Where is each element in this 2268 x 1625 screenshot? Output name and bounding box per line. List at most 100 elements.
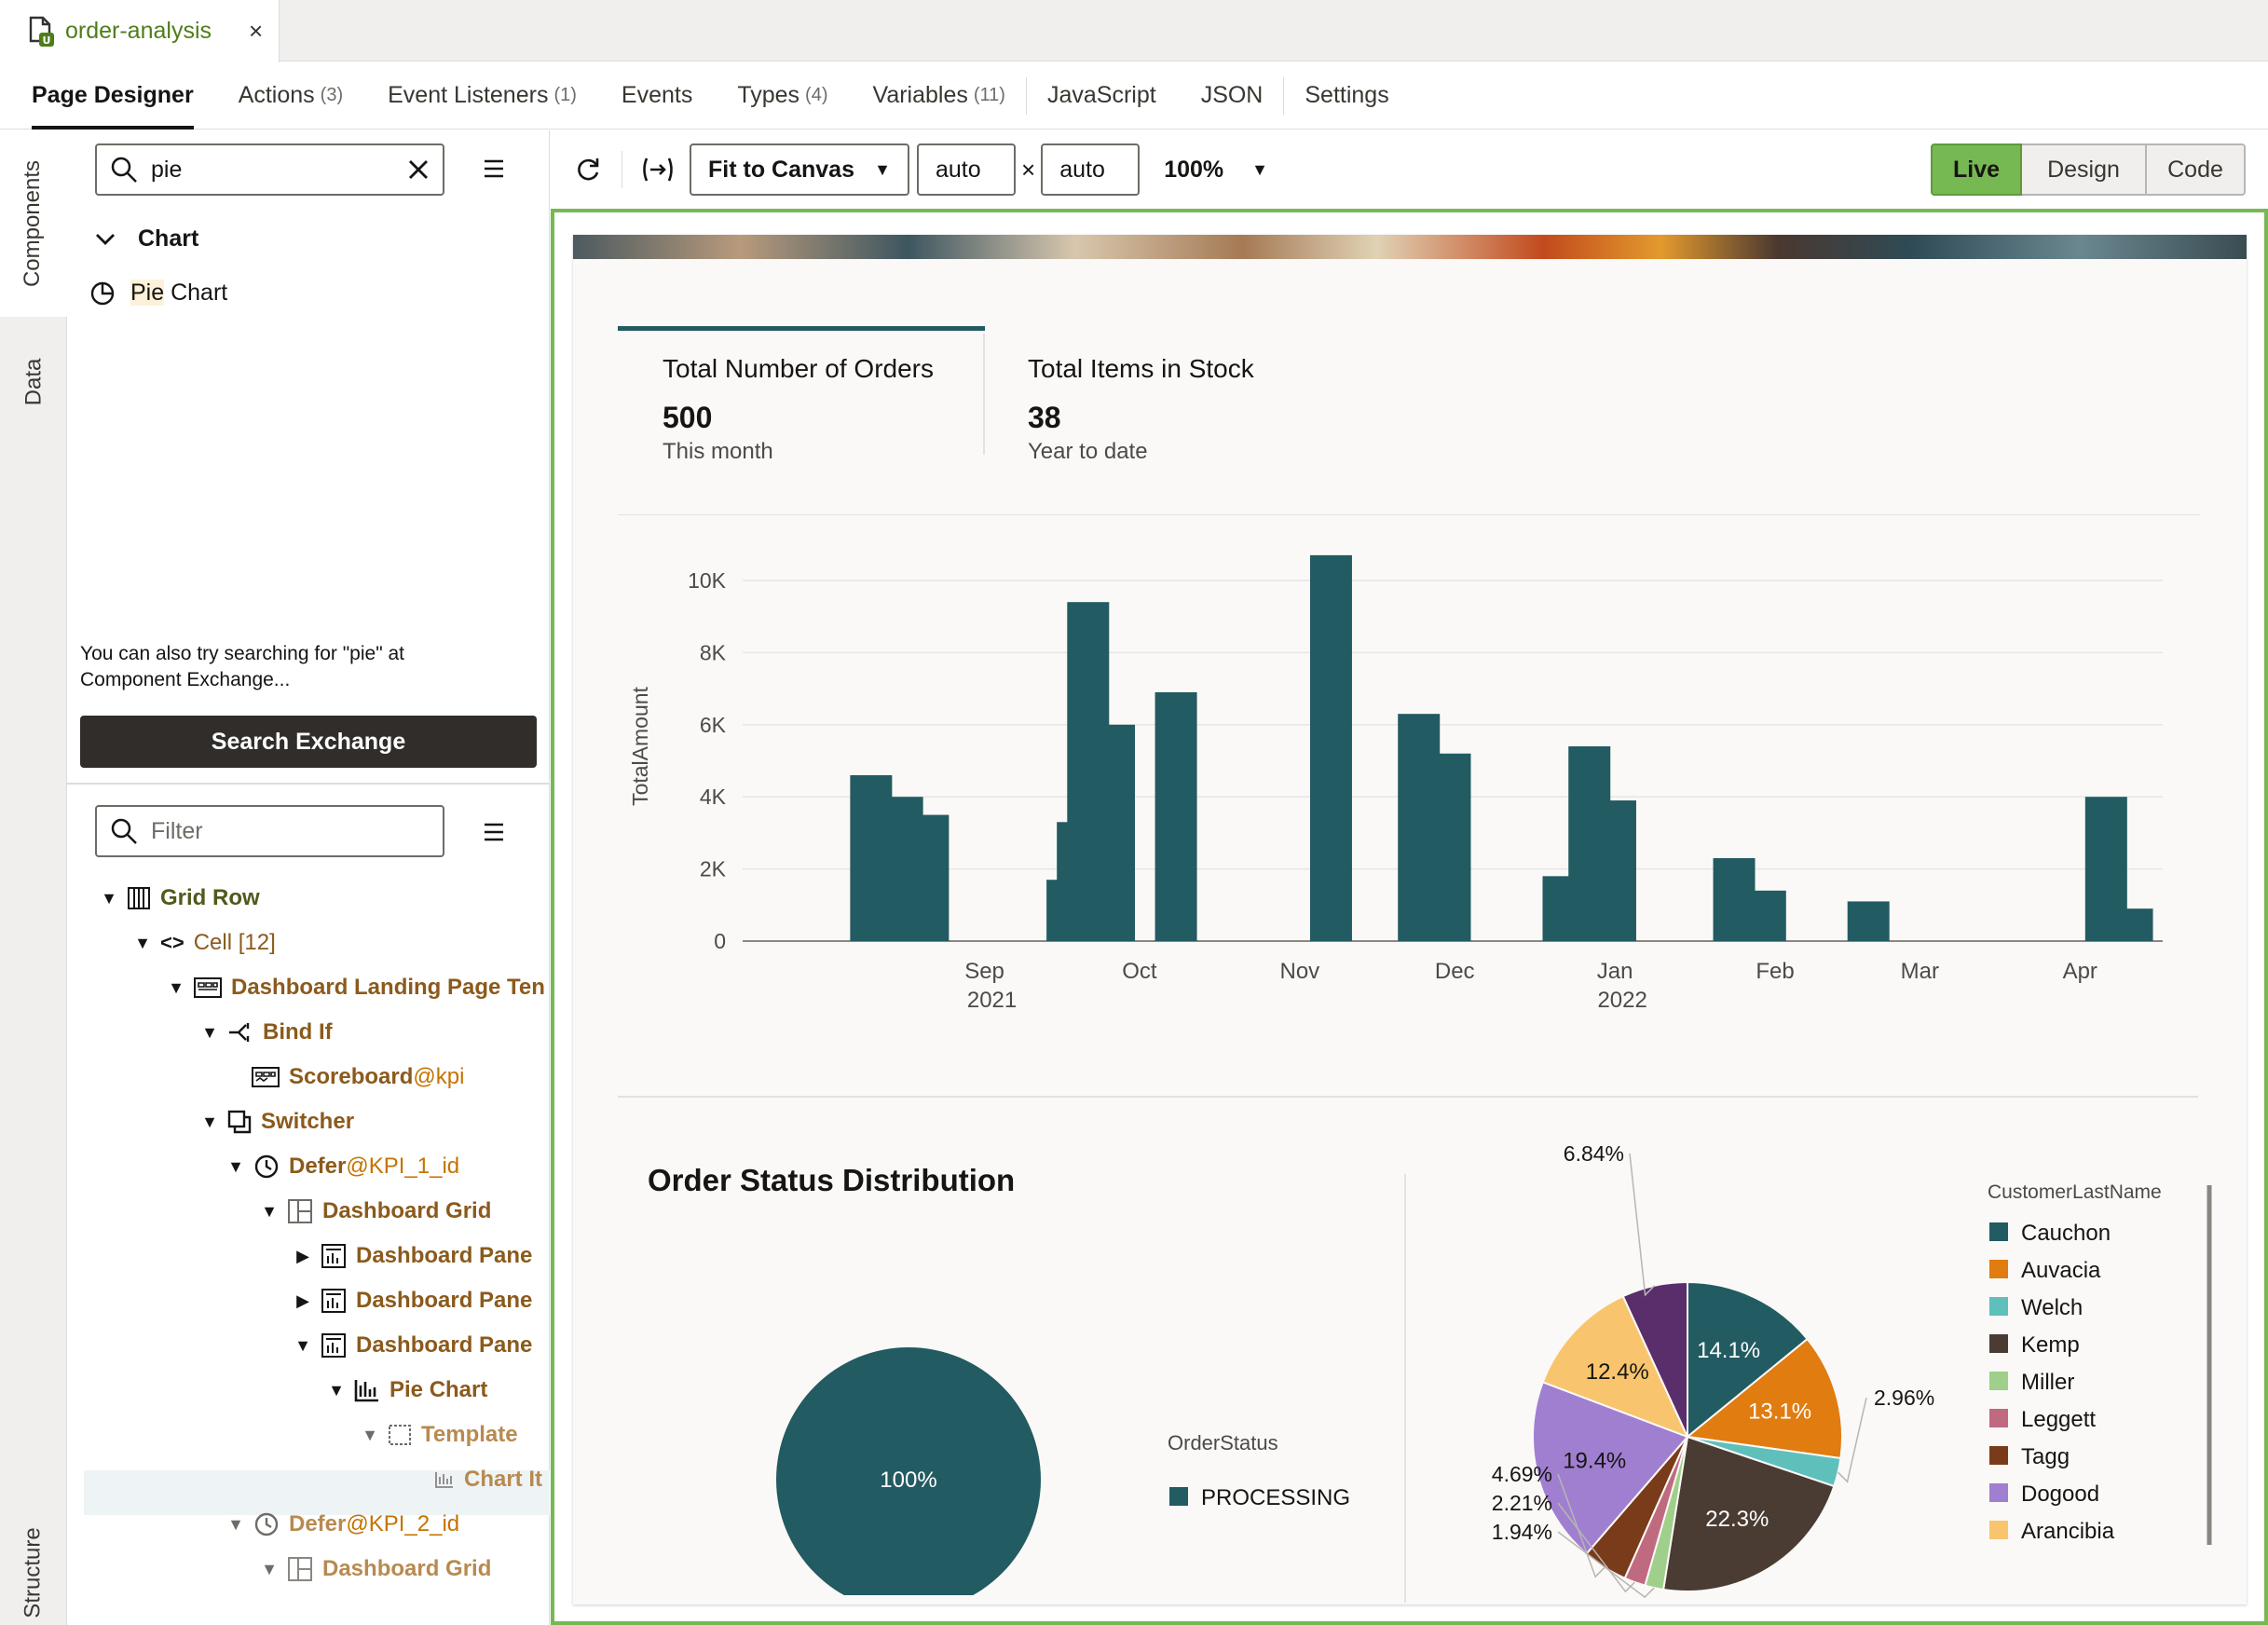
tree-node-dashboard-pane[interactable]: ▼ Dashboard Pane (294, 1332, 533, 1359)
file-tab[interactable]: U order-analysis × (0, 0, 280, 62)
order-amount-bar-chart: 0 2K 4K 6K 8K 10K Sep 2021 Oct Nov Dec Jan 2022 Feb Ma… (618, 514, 2200, 1008)
caret-down-icon: ▼ (874, 159, 891, 179)
legend-swatch (1989, 1260, 2008, 1278)
tree-node-bind-if[interactable]: ▼ Bind If (201, 1019, 333, 1045)
search-value[interactable]: pie (151, 156, 183, 183)
canvas-toolbar: Fit to Canvas ▼ auto × auto 100% ▼ Live De… (551, 130, 2268, 209)
tree-node-cell[interactable]: ▼ <> Cell [12] (134, 930, 276, 955)
bar (1743, 890, 1786, 941)
bar (1154, 691, 1197, 941)
structure-filter-input[interactable]: Filter (95, 805, 444, 857)
x-tick-label: Jan (1597, 959, 1633, 984)
bar (1093, 724, 1136, 941)
legend-label: PROCESSING (1201, 1485, 1350, 1510)
tree-node-dashboard-pane[interactable]: ▶ Dashboard Pane (294, 1288, 532, 1314)
nav-divider (1283, 76, 1285, 115)
exchange-hint: You can also try searching for "pie" at … (80, 643, 404, 690)
caret-down-icon: ▼ (261, 1201, 278, 1221)
customer-pie-chart: 14.1% 13.1% 22.3% 19.4% 12.4% 2.96% 1.94% 2.21%… (1492, 1141, 2212, 1599)
pie-data-label: 13.1% (1748, 1399, 1811, 1424)
tree-node-chart-item[interactable]: Chart It (434, 1467, 542, 1493)
caret-down-icon: ▼ (261, 1559, 278, 1578)
tab-variables[interactable]: Variables (11) (872, 82, 1005, 108)
hamburger-menu-icon[interactable] (483, 158, 505, 179)
bar-chart-icon (354, 1378, 380, 1402)
legend-label: Arancibia (2021, 1519, 2115, 1544)
tree-node-switcher[interactable]: ▼ Switcher (201, 1109, 355, 1134)
rail-tab-components[interactable]: Components (0, 130, 67, 317)
legend-label: Salem (2021, 1556, 2084, 1581)
x-tick-year: 2022 (1597, 988, 1646, 1008)
x-tick-label: Apr (2063, 959, 2097, 984)
tab-json[interactable]: JSON (1200, 82, 1264, 108)
component-search-input[interactable]: pie (95, 143, 444, 196)
component-group-chart[interactable]: Chart (95, 225, 198, 253)
order-status-title: Order Status Distribution (648, 1163, 1015, 1197)
tree-node-dashboard-landing[interactable]: ▼ Dashboard Landing Page Ten (168, 975, 545, 1000)
legend-label: Miller (2021, 1370, 2074, 1395)
tree-node-dashboard-pane[interactable]: ▶ Dashboard Pane (294, 1243, 532, 1269)
kpi-items-in-stock[interactable]: Total Items in Stock 38 Year to date (1028, 354, 1254, 464)
x-tick-label: Feb (1756, 959, 1794, 984)
tree-node-dashboard-grid[interactable]: ▼ Dashboard Grid (261, 1198, 492, 1223)
caret-down-icon: ▼ (101, 888, 117, 908)
rail-tab-data[interactable]: Data (20, 358, 46, 406)
tree-node-defer-kpi1[interactable]: ▼ Defer@KPI_1_id (227, 1154, 460, 1179)
tree-node-dashboard-grid[interactable]: ▼ Dashboard Grid (261, 1556, 492, 1581)
fit-to-canvas-select[interactable]: Fit to Canvas ▼ (690, 143, 909, 196)
pie-slice (1685, 1337, 1843, 1460)
tab-event-listeners[interactable]: Event Listeners (1) (388, 82, 577, 108)
pie-slice (1541, 1294, 1689, 1439)
pie-slice (776, 1347, 1041, 1595)
legend-swatch (1989, 1521, 2008, 1539)
bar-chart-icon (434, 1470, 455, 1489)
editor-tab-bar (0, 0, 2268, 61)
hamburger-menu-icon[interactable] (483, 822, 505, 842)
dimension-separator: × (1021, 155, 1036, 184)
tab-events[interactable]: Events (621, 82, 693, 108)
caret-down-icon: ▼ (168, 977, 184, 997)
bar (907, 814, 950, 941)
filter-placeholder[interactable]: Filter (151, 817, 203, 844)
rail-tab-structure[interactable]: Structure (20, 1527, 46, 1618)
y-axis-label: TotalAmount (628, 686, 652, 805)
x-tick-year: 2021 (967, 988, 1017, 1008)
tree-node-defer-kpi2[interactable]: ▼ Defer@KPI_2_id (227, 1511, 460, 1537)
tab-javascript[interactable]: JavaScript (1046, 82, 1156, 108)
template-icon (388, 1424, 412, 1446)
tree-node-grid-row[interactable]: ▼ Grid Row (101, 885, 260, 910)
tab-page-designer[interactable]: Page Designer (32, 62, 194, 130)
mode-live-button[interactable]: Live (1931, 143, 2022, 196)
pie-data-label: 4.69% (1492, 1462, 1552, 1486)
pie-data-label: 19.4% (1563, 1448, 1626, 1473)
fit-width-icon[interactable] (641, 156, 675, 184)
tab-settings[interactable]: Settings (1305, 82, 1389, 108)
canvas-height-input[interactable]: auto (1041, 143, 1141, 196)
refresh-icon[interactable] (573, 155, 603, 184)
search-exchange-button[interactable]: Search Exchange (80, 716, 537, 768)
pie-slice (1661, 1435, 1836, 1592)
legend-label: Auvacia (2021, 1258, 2101, 1283)
tree-node-pie-chart[interactable]: ▼ Pie Chart (328, 1377, 488, 1402)
pane-icon (321, 1332, 347, 1359)
pie-data-label: 2.21% (1492, 1491, 1552, 1515)
pane-icon (321, 1243, 347, 1269)
mode-code-button[interactable]: Code (2147, 143, 2246, 196)
close-tab-icon[interactable]: × (249, 17, 264, 45)
template-icon (194, 977, 222, 998)
caret-down-icon: ▼ (362, 1425, 378, 1444)
zoom-select[interactable]: 100% ▼ (1164, 156, 1268, 183)
clear-search-icon[interactable] (407, 158, 430, 181)
component-item-pie-chart[interactable]: Pie Chart (89, 280, 227, 307)
clock-icon (253, 1511, 280, 1537)
tab-actions[interactable]: Actions (3) (238, 82, 344, 108)
scoreboard-icon (252, 1067, 280, 1087)
tree-node-template[interactable]: ▼ Template (362, 1422, 518, 1447)
tab-types[interactable]: Types (4) (737, 82, 828, 108)
bar (1309, 554, 1352, 941)
mode-design-button[interactable]: Design (2022, 143, 2147, 196)
canvas-width-input[interactable]: auto (917, 143, 1016, 196)
kpi-total-orders[interactable]: Total Number of Orders 500 This month (663, 354, 934, 464)
tree-node-scoreboard[interactable]: Scoreboard@kpi (252, 1064, 464, 1090)
search-highlight: Pie (130, 280, 165, 306)
